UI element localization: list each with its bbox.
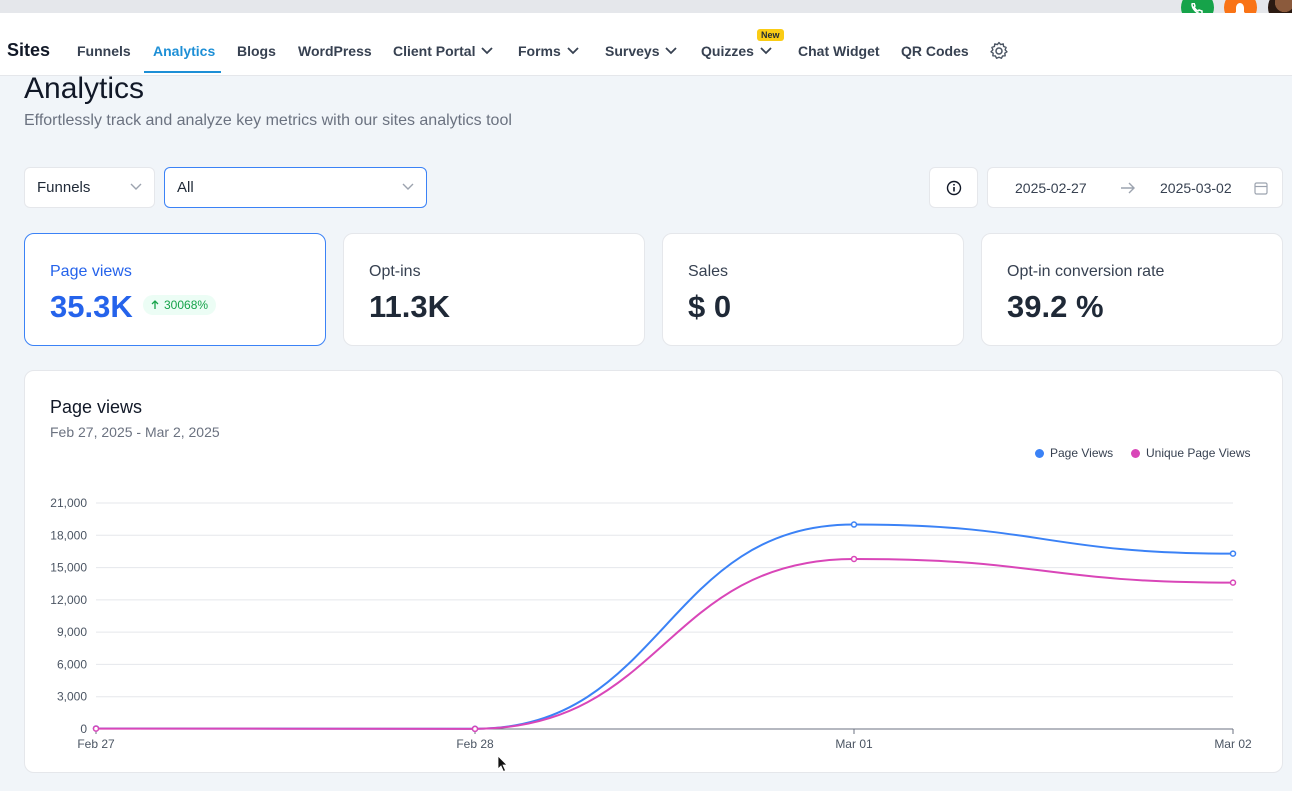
chevron-down-icon	[760, 47, 772, 55]
data-point	[1229, 550, 1237, 557]
y-tick-label: 15,000	[50, 561, 87, 575]
x-tick-label: Feb 28	[456, 737, 494, 751]
legend-swatch	[1035, 448, 1044, 458]
nav-item-forms[interactable]: Forms	[518, 43, 579, 59]
stat-label: Sales	[688, 263, 729, 280]
y-tick-label: 9,000	[57, 625, 87, 639]
stat-value: $ 0	[688, 289, 732, 324]
stat-value: 35.3K	[50, 289, 133, 324]
data-point	[850, 521, 858, 528]
nav-item-funnels[interactable]: Funnels	[77, 43, 131, 59]
chart-date-range: Feb 27, 2025 - Mar 2, 2025	[50, 424, 220, 440]
chart-title: Page views	[50, 397, 143, 417]
legend-item-unique-page-views[interactable]: Unique Page Views	[1131, 446, 1251, 460]
info-button[interactable]	[929, 167, 978, 208]
brand-title: Sites	[7, 40, 51, 60]
legend-swatch	[1131, 448, 1140, 458]
gear-icon	[990, 41, 1008, 59]
nav-item-analytics[interactable]: Analytics	[153, 43, 216, 59]
browser-top-strip	[0, 0, 1292, 13]
stat-card-conversion-rate[interactable]: Opt-in conversion rate 39.2 %	[981, 233, 1283, 346]
funnel-select-value: All	[177, 179, 194, 196]
nav-item-qr-codes[interactable]: QR Codes	[901, 43, 969, 59]
chevron-down-icon	[567, 47, 579, 55]
new-badge: New	[757, 29, 784, 41]
bell-icon	[1235, 3, 1245, 13]
arrow-right-icon	[1121, 182, 1135, 194]
mouse-cursor-icon	[497, 755, 508, 773]
calendar-icon	[1254, 182, 1268, 195]
y-tick-label: 21,000	[50, 496, 87, 510]
stat-value: 39.2 %	[1007, 289, 1104, 324]
chevron-down-icon	[402, 183, 414, 190]
y-tick-label: 12,000	[50, 593, 87, 607]
stat-value: 11.3K	[369, 289, 451, 324]
series-line	[95, 557, 1234, 730]
y-tick-label: 18,000	[50, 528, 87, 542]
page-views-chart-panel: Page views Feb 27, 2025 - Mar 2, 2025 Pa…	[24, 370, 1283, 773]
y-tick-label: 6,000	[57, 657, 87, 671]
stat-card-page-views[interactable]: Page views 35.3K 30068%	[24, 233, 326, 346]
stat-label: Opt-in conversion rate	[1007, 263, 1165, 280]
data-point	[1229, 579, 1237, 586]
stat-card-opt-ins[interactable]: Opt-ins 11.3K	[343, 233, 645, 346]
chevron-down-icon	[130, 183, 142, 190]
x-tick-label: Feb 27	[77, 737, 115, 751]
series-line	[95, 523, 1234, 730]
data-point	[92, 725, 100, 732]
settings-button[interactable]	[989, 41, 1009, 66]
x-tick-label: Mar 01	[835, 737, 873, 751]
date-to[interactable]: 2025-03-02	[1160, 180, 1232, 196]
arrow-up-icon	[151, 300, 159, 309]
date-from[interactable]: 2025-02-27	[1015, 180, 1087, 196]
stat-label: Page views	[50, 263, 132, 280]
nav-item-quizzes[interactable]: Quizzes	[701, 43, 772, 59]
nav-item-chat-widget[interactable]: Chat Widget	[798, 43, 880, 59]
data-point	[471, 725, 479, 733]
nav-item-blogs[interactable]: Blogs	[237, 43, 276, 59]
type-select-value: Funnels	[37, 179, 91, 196]
chevron-down-icon	[665, 47, 678, 55]
y-tick-label: 3,000	[57, 690, 87, 704]
phone-icon	[1191, 3, 1203, 15]
x-tick-label: Mar 02	[1214, 737, 1252, 751]
funnel-select[interactable]: All	[164, 167, 427, 208]
page-subtitle: Effortlessly track and analyze key metri…	[24, 112, 512, 129]
line-chart: 0 3,000 6,000 9,000 12,000 15,000 18,000 21,000…	[50, 496, 1252, 751]
legend-item-page-views[interactable]: Page Views	[1035, 446, 1113, 460]
nav-item-client-portal[interactable]: Client Portal	[393, 43, 494, 59]
page-title: Analytics	[24, 72, 145, 105]
stat-label: Opt-ins	[369, 263, 421, 280]
active-tab-underline	[144, 71, 221, 73]
type-select[interactable]: Funnels	[24, 167, 155, 208]
date-range-picker[interactable]: 2025-02-27 2025-03-02	[987, 167, 1283, 208]
trend-badge: 30068%	[143, 295, 217, 315]
y-tick-label: 0	[80, 722, 87, 736]
nav-item-surveys[interactable]: Surveys	[605, 43, 678, 59]
stat-card-sales[interactable]: Sales $ 0	[662, 233, 964, 346]
nav-item-wordpress[interactable]: WordPress	[298, 43, 372, 59]
info-icon	[946, 180, 962, 196]
chevron-down-icon	[481, 47, 494, 55]
data-point	[850, 555, 858, 563]
top-navigation: Sites Funnels Analytics Blogs WordPress …	[0, 13, 1292, 76]
